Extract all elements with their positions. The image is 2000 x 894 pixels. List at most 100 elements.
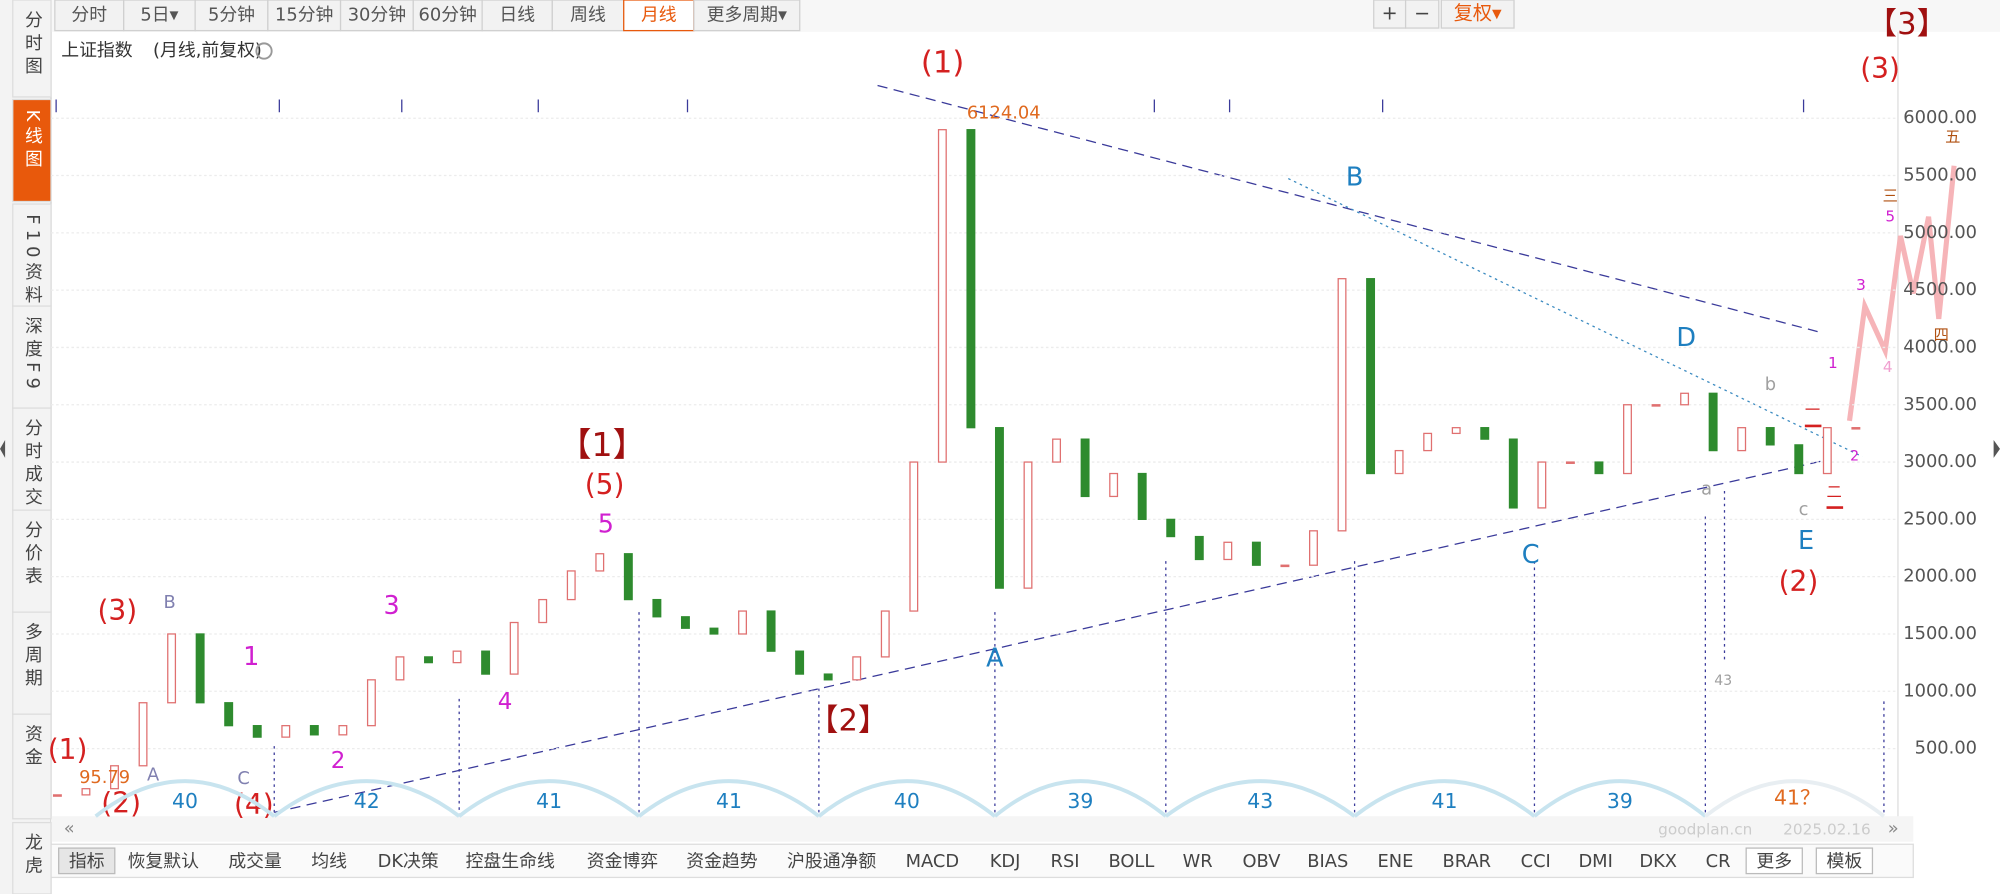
indicator-tab[interactable]: BRAR — [1443, 851, 1492, 872]
candle — [595, 553, 605, 572]
sidebar-label[interactable]: 龙虎 — [22, 832, 43, 878]
sidebar-item[interactable] — [12, 821, 52, 894]
indicator-tab[interactable]: OBV — [1243, 851, 1282, 872]
sidebar-label[interactable]: F10资料 — [22, 214, 43, 308]
candle — [1023, 461, 1033, 589]
tab-box[interactable] — [58, 847, 116, 875]
indicator-tab[interactable]: 指标 — [69, 851, 105, 872]
period-button[interactable] — [123, 0, 196, 32]
candle — [566, 570, 576, 601]
sidebar-label[interactable]: K线图 — [22, 110, 43, 173]
period-button[interactable] — [194, 0, 269, 32]
tool-label[interactable]: − — [1414, 2, 1430, 25]
sidebar-label[interactable]: 分价表 — [22, 520, 43, 589]
tool-button[interactable] — [1404, 0, 1440, 29]
indicator-tab[interactable]: ENE — [1377, 851, 1413, 872]
cycle-arc — [1164, 779, 1356, 818]
period-label[interactable]: 60分钟 — [418, 4, 476, 25]
upper-trend-line — [877, 84, 1818, 333]
wave-label: 5 — [598, 509, 614, 539]
wave-label: 【1】 — [558, 425, 645, 464]
wave-label: D — [1676, 323, 1696, 353]
projection-path — [1846, 165, 1957, 422]
indicator-tab[interactable]: DK决策 — [378, 851, 439, 872]
indicator-tab[interactable]: 成交量 — [228, 851, 282, 872]
indicator-tab[interactable]: WR — [1183, 851, 1213, 872]
period-button[interactable] — [339, 0, 414, 32]
indicator-tab[interactable]: 恢复默认 — [128, 851, 200, 872]
sidebar-item[interactable] — [12, 0, 52, 98]
period-button[interactable] — [693, 0, 801, 32]
scroll-right[interactable]: » — [1888, 818, 1899, 839]
indicator-tab[interactable]: CR — [1706, 851, 1731, 872]
sidebar-item[interactable] — [12, 713, 52, 820]
candle — [195, 633, 205, 704]
indicator-tab[interactable]: 资金趋势 — [686, 851, 758, 872]
sidebar-label[interactable]: 深度F9 — [22, 316, 43, 394]
indicator-tab[interactable]: 沪股通净额 — [787, 851, 876, 872]
indicator-tab[interactable]: BIAS — [1307, 851, 1348, 872]
indicator-tab[interactable]: BOLL — [1108, 851, 1154, 872]
candle — [1594, 461, 1604, 475]
period-button[interactable] — [623, 0, 695, 32]
tool-label[interactable]: + — [1382, 2, 1398, 25]
period-label[interactable]: 月线 — [641, 4, 677, 25]
wave-label: 4 — [1883, 358, 1893, 376]
sidebar-label[interactable]: 多周期 — [22, 622, 43, 691]
sidebar-item[interactable] — [12, 203, 52, 307]
sidebar-label[interactable]: 资金 — [22, 724, 43, 770]
period-label[interactable]: 更多周期▾ — [707, 4, 787, 25]
indicator-tab[interactable]: RSI — [1051, 851, 1080, 872]
indicator-tab[interactable]: 更多 — [1756, 851, 1792, 872]
candle — [52, 794, 62, 797]
top-ticks — [55, 99, 1805, 113]
indicator-tab[interactable]: CCI — [1521, 851, 1551, 872]
sidebar-item[interactable] — [12, 509, 52, 613]
candle — [1794, 444, 1804, 475]
sidebar-item[interactable] — [12, 305, 52, 409]
candle — [909, 461, 919, 612]
period-label[interactable]: 5分钟 — [208, 4, 255, 25]
candle — [309, 725, 319, 736]
period-label[interactable]: 周线 — [570, 4, 606, 25]
indicator-tab[interactable]: KDJ — [990, 851, 1021, 872]
indicator-tab[interactable]: MACD — [906, 851, 960, 872]
period-label[interactable]: 日线 — [499, 4, 535, 25]
indicator-tab[interactable]: DKX — [1639, 851, 1677, 872]
period-label[interactable]: 15分钟 — [275, 4, 333, 25]
wave-label: a — [1701, 479, 1712, 500]
candle — [281, 725, 291, 738]
cycle-count: 41 — [1432, 789, 1458, 813]
tab-box[interactable] — [1815, 847, 1874, 875]
period-button[interactable] — [481, 0, 553, 32]
candle — [966, 129, 976, 429]
sidebar-label[interactable]: 分时成交 — [22, 418, 43, 510]
sidebar-label[interactable]: 分时图 — [22, 10, 43, 79]
candle — [1251, 541, 1261, 566]
indicator-tab[interactable]: 模板 — [1827, 851, 1863, 872]
cycle-arc — [1353, 779, 1536, 818]
period-label[interactable]: 5日▾ — [140, 4, 178, 25]
tab-box[interactable] — [1745, 847, 1803, 875]
settings-icon[interactable] — [255, 42, 273, 60]
wave-label: B — [164, 592, 176, 613]
wave-label: 3 — [1856, 276, 1866, 294]
wave-label: 五 — [1945, 128, 1960, 146]
indicator-tab[interactable]: 均线 — [311, 851, 347, 872]
indicator-tab[interactable]: 资金博弈 — [587, 851, 658, 872]
tool-label[interactable]: 复权▾ — [1454, 2, 1502, 25]
tool-button[interactable] — [1440, 0, 1515, 29]
scroll-left[interactable]: « — [64, 818, 75, 839]
candle — [252, 725, 262, 738]
sidebar-item[interactable] — [12, 407, 52, 511]
period-label[interactable]: 30分钟 — [348, 4, 406, 25]
cycle-count: 41 — [716, 789, 742, 813]
indicator-tab[interactable]: 控盘生命线 — [466, 851, 555, 872]
period-label[interactable]: 分时 — [71, 4, 107, 25]
candle — [680, 616, 690, 629]
period-button[interactable] — [412, 0, 483, 32]
candle — [1565, 461, 1575, 464]
indicator-tab[interactable]: DMI — [1578, 851, 1612, 872]
sidebar-item[interactable] — [12, 98, 52, 203]
